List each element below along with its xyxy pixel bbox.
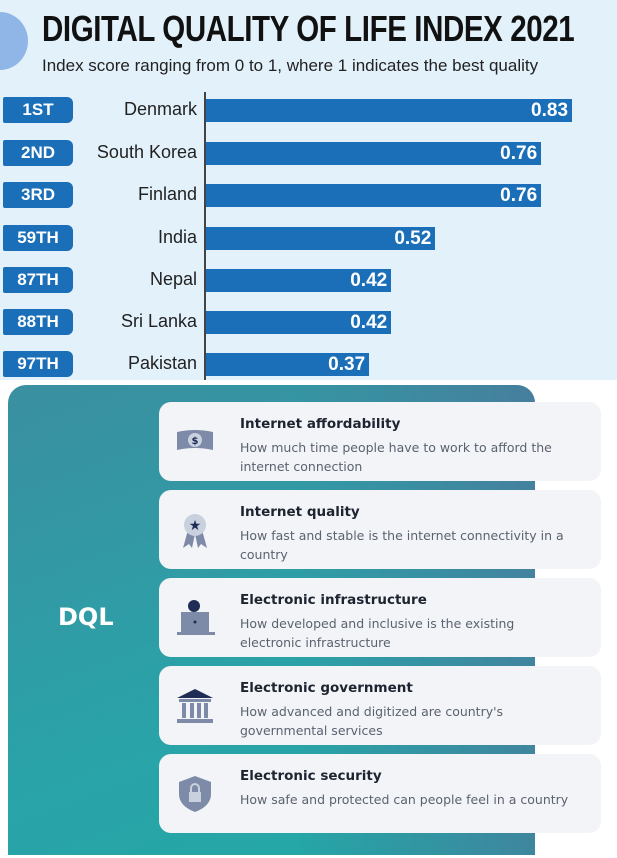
- bar: 0.37: [206, 353, 370, 376]
- bar: 0.52: [206, 227, 436, 250]
- rank-badge: 3RD: [3, 182, 73, 208]
- svg-text:★: ★: [189, 518, 202, 534]
- rank-badge: 2ND: [3, 140, 73, 166]
- bar: 0.76: [206, 142, 542, 165]
- person-laptop-icon: [175, 600, 215, 636]
- bar-value-label: 0.83: [531, 100, 569, 121]
- country-label: Denmark: [123, 99, 197, 119]
- bar: 0.83: [206, 99, 573, 122]
- y-axis-line: [204, 92, 206, 380]
- card-description: How developed and inclusive is the exist…: [240, 616, 515, 650]
- bar-value-label: 0.76: [500, 143, 538, 164]
- rank-badge: 87TH: [3, 267, 73, 293]
- card-title: Electronic security: [240, 768, 382, 784]
- bar-value-label: 0.42: [350, 270, 388, 291]
- card-description: How safe and protected can people feel i…: [240, 792, 569, 807]
- logo: [0, 12, 28, 70]
- country-label: Nepal: [149, 269, 197, 289]
- card-title: Internet quality: [240, 504, 360, 520]
- money-icon: $: [175, 424, 215, 460]
- chart-section: DIGITAL QUALITY OF LIFE INDEX 2021 Index…: [0, 0, 617, 380]
- chart-title: DIGITAL QUALITY OF LIFE INDEX 2021: [42, 8, 575, 49]
- bar: 0.76: [206, 184, 542, 207]
- bar-value-label: 0.52: [394, 228, 432, 249]
- country-label: Sri Lanka: [120, 311, 197, 331]
- dql-label: DQL: [58, 603, 114, 631]
- svg-text:$: $: [192, 436, 199, 447]
- government-building-icon: [175, 688, 215, 724]
- country-label: India: [157, 227, 197, 247]
- rank-badge: 88TH: [3, 309, 73, 335]
- rank-badge: 97TH: [3, 351, 73, 377]
- country-label: Pakistan: [127, 353, 197, 373]
- card-description: How advanced and digitized are country's…: [240, 704, 504, 738]
- bar: 0.42: [206, 269, 392, 292]
- card-title: Electronic infrastructure: [240, 592, 427, 608]
- chart-subtitle: Index score ranging from 0 to 1, where 1…: [42, 56, 539, 75]
- bar: 0.42: [206, 311, 392, 334]
- bar-value-label: 0.42: [350, 312, 388, 333]
- rank-badge: 1ST: [3, 97, 73, 123]
- award-ribbon-icon: ★: [175, 512, 215, 548]
- card-title: Internet affordability: [240, 416, 401, 432]
- shield-lock-icon: [175, 776, 215, 812]
- rank-badge: 59TH: [3, 225, 73, 251]
- bar-value-label: 0.76: [500, 185, 538, 206]
- dql-card: Electronic infrastructure How developed …: [159, 578, 601, 657]
- dql-card: $ Internet affordability How much time p…: [159, 402, 601, 481]
- country-label: Finland: [137, 184, 197, 204]
- card-title: Electronic government: [240, 680, 413, 696]
- dql-card: ★ Internet quality How fast and stable i…: [159, 490, 601, 569]
- dql-card: Electronic government How advanced and d…: [159, 666, 601, 745]
- bar-value-label: 0.37: [328, 354, 366, 375]
- card-description: How fast and stable is the internet conn…: [240, 528, 564, 562]
- card-description: How much time people have to work to aff…: [240, 440, 552, 474]
- dql-card: Electronic security How safe and protect…: [159, 754, 601, 833]
- country-label: South Korea: [96, 142, 197, 162]
